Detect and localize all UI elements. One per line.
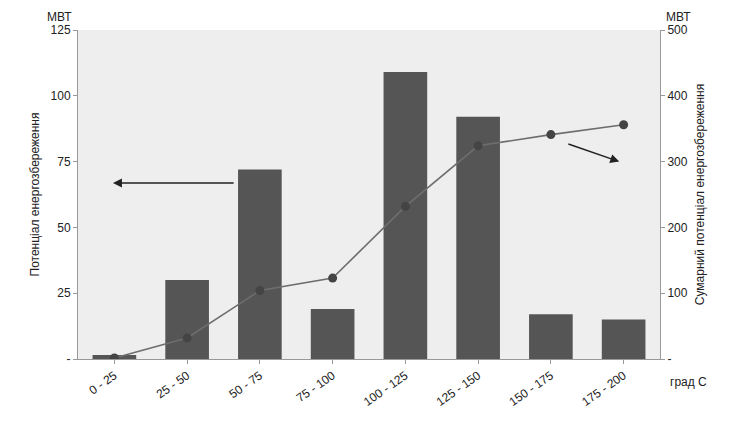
svg-text:125: 125 xyxy=(51,23,71,37)
svg-text:МВТ: МВТ xyxy=(47,10,72,24)
svg-text:25 - 50: 25 - 50 xyxy=(154,368,193,401)
svg-text:25: 25 xyxy=(57,286,71,300)
svg-text:100: 100 xyxy=(51,89,71,103)
svg-text:125 - 150: 125 - 150 xyxy=(434,368,484,409)
svg-text:175 - 200: 175 - 200 xyxy=(579,368,629,409)
svg-text:200: 200 xyxy=(667,221,687,235)
svg-text:75 - 100: 75 - 100 xyxy=(294,368,338,405)
svg-text:град С: град С xyxy=(670,375,707,389)
svg-text:МВТ: МВТ xyxy=(666,10,691,24)
svg-text:100: 100 xyxy=(667,286,687,300)
svg-text:Сумарний потенціал енергозбере: Сумарний потенціал енергозбереження xyxy=(693,84,707,305)
svg-text:Потенціал енергозбереження: Потенціал енергозбереження xyxy=(28,113,42,277)
svg-text:400: 400 xyxy=(667,89,687,103)
svg-text:75: 75 xyxy=(57,155,71,169)
svg-text:50 - 75: 50 - 75 xyxy=(226,368,265,401)
svg-text:300: 300 xyxy=(667,155,687,169)
svg-text:150 - 175: 150 - 175 xyxy=(506,368,556,409)
svg-text:0 - 25: 0 - 25 xyxy=(86,368,119,397)
svg-text:100 - 125: 100 - 125 xyxy=(361,368,411,409)
svg-text:500: 500 xyxy=(667,23,687,37)
svg-text:-: - xyxy=(667,352,671,366)
svg-text:-: - xyxy=(67,352,71,366)
svg-text:50: 50 xyxy=(57,221,71,235)
